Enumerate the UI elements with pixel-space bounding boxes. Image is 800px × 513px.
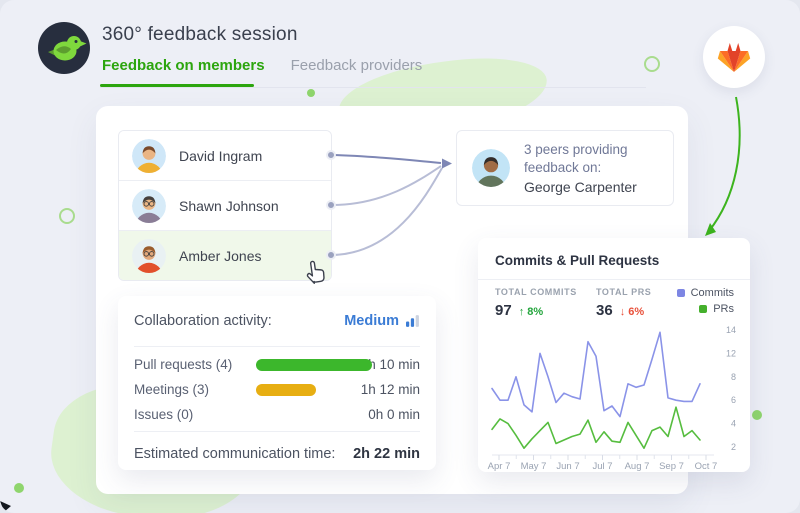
avatar-shawn-johnson [132,188,166,223]
collab-row-label: Issues (0) [134,407,194,422]
collab-row-time: 0h 0 min [368,407,420,422]
stat-value: 36 [596,302,613,319]
decor-dot-bottom-left [14,483,24,493]
svg-text:Jul 7: Jul 7 [592,461,612,472]
stat-label: TOTAL PRS [596,287,652,297]
decor-ring-left [59,208,75,224]
member-row-amber-jones[interactable]: Amber Jones [119,231,331,280]
stat-label: TOTAL COMMITS [495,287,577,297]
collab-row-label: Pull requests (4) [134,357,233,372]
header-divider [100,87,646,88]
member-name: Shawn Johnson [179,197,279,214]
commits-swatch-icon [676,289,685,297]
member-list: David Ingram Shawn Johnson Amber Jones [118,130,332,281]
peers-line-1: 3 peers providing [524,141,628,157]
tab-feedback-providers[interactable]: Feedback providers [290,57,423,74]
app-logo-bird-icon [38,22,90,74]
tab-bar: Feedback on members Feedback providers [102,57,422,74]
svg-text:14: 14 [726,325,736,335]
member-name: David Ingram [179,147,263,164]
commits-prs-card: Commits & Pull Requests TOTAL COMMITS 97… [478,238,750,472]
stat-total-commits: TOTAL COMMITS 97 ↑ 8% [495,287,577,319]
commits-prs-line-chart: Apr 7 May 7 Jun 7 Jul 7 Aug 7 Sep 7 Oct 7 2 4 6 8 1… [488,325,736,472]
tab-feedback-on-members[interactable]: Feedback on members [102,57,265,74]
svg-text:Apr 7: Apr 7 [488,461,511,472]
decor-dot-top [307,89,315,97]
issues-bar [256,409,344,421]
collab-title: Collaboration activity: [134,313,272,329]
svg-text:4: 4 [731,419,736,429]
svg-text:May 7: May 7 [521,461,547,472]
avatar-george-carpenter [472,149,510,187]
gitlab-logo-icon[interactable] [703,26,765,88]
estimated-time-label: Estimated communication time: [134,445,336,462]
page-title: 360° feedback session [102,24,298,45]
svg-text:8: 8 [731,372,736,382]
collab-row-issues: Issues (0) 0h 0 min [134,402,420,427]
feedback-target-text: 3 peers providing feedback on: George Ca… [524,141,637,196]
member-row-david-ingram[interactable]: David Ingram [119,131,331,181]
active-tab-underline [100,84,254,87]
collab-row-time: 1h 12 min [360,382,420,397]
collab-level-badge: Medium [344,313,420,329]
legend-label: PRs [713,303,734,315]
decor-ring-top [644,56,660,72]
collab-row-label: Meetings (3) [134,382,210,397]
estimated-time-value: 2h 22 min [353,445,420,462]
peers-line-2: feedback on: [524,159,602,175]
legend-prs: PRs [699,303,734,315]
svg-text:Oct 7: Oct 7 [695,461,718,472]
arrow-cursor-icon [0,501,11,512]
target-name: George Carpenter [524,178,637,195]
stat-value: 97 [495,302,512,319]
collab-row-meetings: Meetings (3) 1h 12 min [134,377,420,402]
gitlab-to-chart-arrow [705,96,741,236]
svg-text:Aug 7: Aug 7 [625,461,650,472]
svg-text:2: 2 [731,442,736,452]
legend-label: Commits [690,287,734,299]
svg-text:Jun 7: Jun 7 [556,461,579,472]
svg-text:12: 12 [726,348,736,358]
stat-delta-down: ↓ 6% [619,306,645,318]
collab-level-value: Medium [344,313,399,329]
prs-swatch-icon [699,305,708,313]
stat-delta-up: ↑ 8% [518,306,544,318]
avatar-amber-jones [132,238,166,273]
legend-commits: Commits [676,287,734,299]
avatar-david-ingram [132,138,166,173]
pull-requests-bar [256,358,372,371]
collab-row-pull-requests: Pull requests (4) 1h 10 min [134,352,420,377]
member-row-shawn-johnson[interactable]: Shawn Johnson [119,181,331,231]
svg-text:6: 6 [731,395,736,405]
stat-total-prs: TOTAL PRS 36 ↓ 6% [596,287,651,319]
meetings-bar [256,383,344,396]
collab-row-time: 1h 10 min [360,357,420,372]
chart-legend: Commits PRs [676,287,734,315]
member-name: Amber Jones [179,247,262,264]
collaboration-activity-card: Collaboration activity: Medium Pull requ… [118,296,436,470]
feedback-target-card: 3 peers providing feedback on: George Ca… [456,130,674,206]
decor-dot-right [752,410,762,420]
level-bars-icon [406,315,419,327]
svg-text:Sep 7: Sep 7 [659,461,684,472]
chart-title: Commits & Pull Requests [478,238,750,280]
